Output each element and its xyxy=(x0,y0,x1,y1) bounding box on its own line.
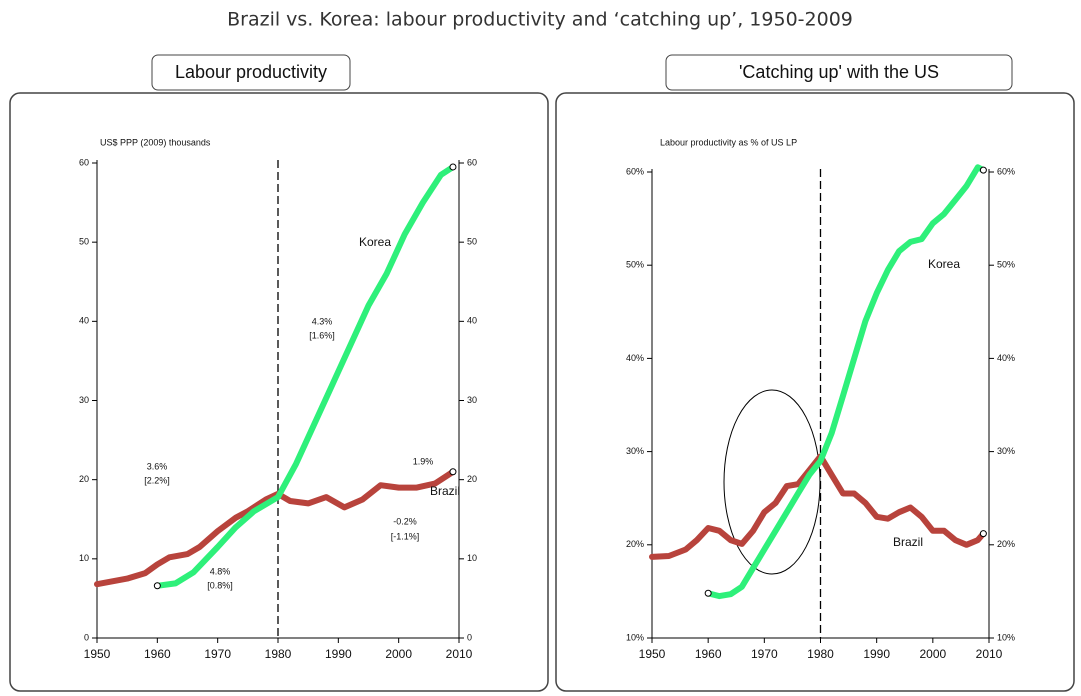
panel-frame xyxy=(9,92,549,692)
y2-tick-label: 30 xyxy=(467,395,477,405)
annotation: 3.6% xyxy=(147,461,168,471)
end-point xyxy=(979,166,987,174)
panel-frame xyxy=(555,92,1075,692)
y2-tick-label: 10 xyxy=(467,553,477,563)
annotation: [0.8%] xyxy=(207,580,233,590)
annotation: -0.2% xyxy=(393,516,417,526)
y2-tick-label: 60 xyxy=(467,157,477,167)
series-label: Korea xyxy=(359,235,391,249)
annotation: [1.6%] xyxy=(309,330,335,340)
y-tick-label: 50% xyxy=(626,260,644,270)
y2-tick-label: 50 xyxy=(467,237,477,247)
y-tick-label: 50 xyxy=(79,237,89,247)
y-tick-label: 10% xyxy=(626,632,644,642)
y-tick-label: 40% xyxy=(626,353,644,363)
panel-title: 'Catching up' with the US xyxy=(739,62,939,82)
x-tick-label: 1990 xyxy=(863,647,890,661)
y-tick-label: 60% xyxy=(626,166,644,176)
y2-tick-label: 30% xyxy=(997,446,1015,456)
highlight-ellipse xyxy=(723,389,821,575)
x-tick-label: 1960 xyxy=(144,647,171,661)
y2-tick-label: 20% xyxy=(997,539,1015,549)
annotation: [-1.1%] xyxy=(391,531,420,541)
x-tick-label: 1980 xyxy=(265,647,292,661)
x-tick-label: 2000 xyxy=(385,647,412,661)
x-tick-label: 2010 xyxy=(976,647,1003,661)
y-tick-label: 40 xyxy=(79,316,89,326)
x-tick-label: 2000 xyxy=(919,647,946,661)
y2-tick-label: 40 xyxy=(467,316,477,326)
end-point xyxy=(704,589,712,597)
series-line xyxy=(94,468,456,588)
series-line xyxy=(154,164,456,589)
y-tick-label: 20% xyxy=(626,539,644,549)
series-line xyxy=(705,164,987,600)
series-label: Brazil xyxy=(893,535,923,549)
series-label: Korea xyxy=(928,257,960,271)
y2-tick-label: 0 xyxy=(467,632,472,642)
y-tick-label: 60 xyxy=(79,157,89,167)
y2-tick-label: 60% xyxy=(997,166,1015,176)
page-title: Brazil vs. Korea: labour productivity an… xyxy=(227,9,853,31)
annotation: 1.9% xyxy=(413,456,434,466)
end-point xyxy=(153,582,161,590)
y-tick-label: 0 xyxy=(84,632,89,642)
x-tick-label: 1950 xyxy=(84,647,111,661)
series-label: Brazil xyxy=(430,484,460,498)
y2-tick-label: 50% xyxy=(997,260,1015,270)
x-tick-label: 1950 xyxy=(639,647,666,661)
y2-tick-label: 40% xyxy=(997,353,1015,363)
end-point xyxy=(449,163,457,171)
panel-title-box xyxy=(665,54,1013,91)
x-tick-label: 1970 xyxy=(751,647,778,661)
y-tick-label: 30 xyxy=(79,395,89,405)
x-tick-label: 1970 xyxy=(204,647,231,661)
x-tick-label: 1980 xyxy=(807,647,834,661)
y-tick-label: 10 xyxy=(79,553,89,563)
y2-tick-label: 10% xyxy=(997,632,1015,642)
y-tick-label: 20 xyxy=(79,474,89,484)
annotation: 4.3% xyxy=(312,316,333,326)
panel-title: Labour productivity xyxy=(175,62,327,82)
y-axis-title: Labour productivity as % of US LP xyxy=(660,137,797,147)
series-line xyxy=(649,453,987,560)
annotation: 4.8% xyxy=(210,566,231,576)
x-tick-label: 2010 xyxy=(446,647,473,661)
end-point xyxy=(449,468,457,476)
y-tick-label: 30% xyxy=(626,446,644,456)
y2-tick-label: 20 xyxy=(467,474,477,484)
annotation: [2.2%] xyxy=(144,475,170,485)
y-axis-title: US$ PPP (2009) thousands xyxy=(100,137,211,147)
end-point xyxy=(979,530,987,538)
x-tick-label: 1990 xyxy=(325,647,352,661)
panel-title-box xyxy=(151,54,351,91)
x-tick-label: 1960 xyxy=(695,647,722,661)
